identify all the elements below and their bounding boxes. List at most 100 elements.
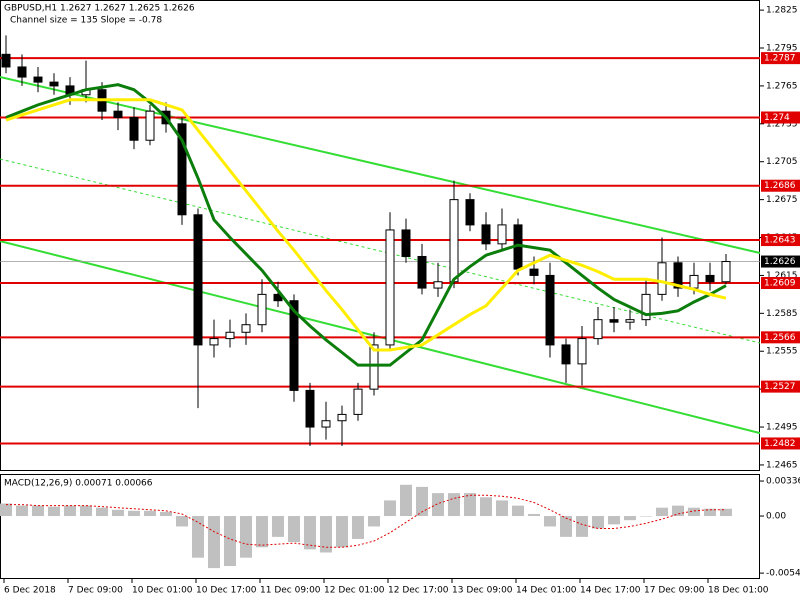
candle-body [625, 319, 635, 323]
y-tick-label: 1.2495 [766, 423, 798, 433]
x-tick-label: 17 Dec 09:00 [644, 586, 705, 596]
macd-bar [192, 516, 204, 558]
candle-body [337, 413, 347, 422]
macd-bar [384, 500, 396, 517]
level-box [761, 52, 800, 65]
y-tick-label: 1.2615 [766, 271, 798, 281]
y-tick-label: 0.00 [766, 512, 786, 522]
y-tick-label: 1.2555 [766, 347, 798, 357]
candle-body [721, 261, 731, 283]
main-panel-frame [0, 0, 760, 471]
macd-bar [480, 497, 492, 517]
candle-body [497, 224, 507, 245]
current-price-box [761, 255, 800, 268]
x-tick-label: 12 Dec 01:00 [324, 586, 385, 596]
macd-bar [656, 507, 668, 517]
candle-body [385, 229, 395, 346]
y-tick-label: 1.2465 [766, 460, 798, 470]
macd-bar [720, 508, 732, 517]
macd-bar [400, 484, 412, 517]
candle-body [561, 344, 571, 365]
candle-body [641, 293, 651, 321]
candle-body [465, 199, 475, 226]
candle-body [609, 319, 619, 323]
x-tick-label: 10 Dec 17:00 [196, 586, 257, 596]
macd-bar [416, 486, 428, 517]
macd-title: MACD(12,26,9) 0.00071 0.00066 [4, 479, 153, 489]
candle-body [545, 274, 555, 346]
level-label: 1.2482 [764, 439, 796, 449]
macd-bar [368, 516, 380, 527]
level-label: 1.2686 [764, 181, 796, 191]
candle-body [529, 268, 539, 276]
macd-bar [336, 516, 348, 548]
candle-body [257, 293, 267, 326]
macd-signal [6, 494, 726, 548]
macd-bar [576, 516, 588, 537]
level-label: 1.2787 [764, 54, 796, 64]
x-tick-label: 6 Dec 2018 [4, 586, 56, 596]
chart-subtitle: Channel size = 135 Slope = -0.78 [10, 16, 162, 26]
candle-body [177, 123, 187, 216]
macd-bar [464, 493, 476, 517]
macd-bar [64, 505, 76, 517]
y-tick-label: 1.2675 [766, 195, 798, 205]
macd-bar [528, 513, 540, 517]
candle-body [17, 66, 27, 78]
y-tick-label: 1.2735 [766, 119, 798, 129]
level-label: 1.2643 [764, 236, 796, 246]
candle-body [321, 420, 331, 428]
macd-bar [80, 505, 92, 517]
x-tick-label: 7 Dec 09:00 [68, 586, 123, 596]
current-price-label: 1.2626 [764, 257, 796, 267]
macd-bar [544, 516, 556, 527]
level-box [761, 111, 800, 124]
candle-body [289, 300, 299, 391]
candle-body [369, 344, 379, 390]
level-box [761, 179, 800, 192]
level-label: 1.2609 [764, 279, 796, 289]
level-box [761, 277, 800, 290]
macd-bar [256, 516, 268, 548]
level-box [761, 331, 800, 344]
macd-bar [608, 516, 620, 525]
level-label: 1.2566 [764, 333, 796, 343]
candle-body [433, 281, 443, 289]
macd-bar [672, 505, 684, 517]
x-tick-label: 14 Dec 17:00 [580, 586, 641, 596]
macd-bar [176, 516, 188, 527]
macd-bar [304, 516, 316, 550]
candle-body [673, 262, 683, 289]
macd-bar [0, 503, 12, 517]
chart-title: GBPUSD,H1 1.2627 1.2627 1.2625 1.2626 [4, 4, 195, 14]
macd-bar [496, 500, 508, 517]
candle-body [449, 199, 459, 283]
macd-bar [512, 505, 524, 517]
macd-bar [592, 516, 604, 529]
macd-bar [16, 505, 28, 517]
macd-bar [272, 516, 284, 537]
level-box [761, 380, 800, 393]
y-tick-label: 0.00336 [766, 477, 800, 487]
x-tick-label: 12 Dec 17:00 [388, 586, 449, 596]
y-tick-label: 1.2705 [766, 157, 798, 167]
candle-body [593, 319, 603, 340]
candle-body [481, 224, 491, 245]
candle-body [689, 274, 699, 289]
candle-body [209, 338, 219, 346]
macd-bar [32, 505, 44, 517]
candle-body [129, 117, 139, 141]
level-box [761, 234, 800, 247]
macd-bar [624, 516, 636, 521]
macd-bar [224, 516, 236, 567]
y-tick-label: -0.00548 [766, 569, 800, 579]
channel-line [0, 75, 761, 254]
candle-body [49, 81, 59, 87]
macd-bar [432, 493, 444, 517]
x-tick-label: 11 Dec 09:00 [260, 586, 321, 596]
x-tick-label: 14 Dec 01:00 [516, 586, 577, 596]
candle-body [145, 110, 155, 141]
level-label: 1.2527 [764, 382, 796, 392]
candle-body [705, 274, 715, 283]
macd-bar [48, 506, 60, 517]
